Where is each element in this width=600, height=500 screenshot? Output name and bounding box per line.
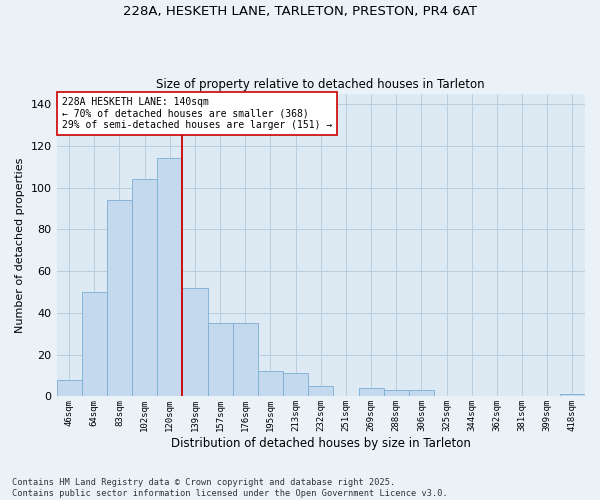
- Bar: [132, 179, 157, 396]
- Text: Contains HM Land Registry data © Crown copyright and database right 2025.
Contai: Contains HM Land Registry data © Crown c…: [12, 478, 448, 498]
- Bar: [283, 374, 308, 396]
- Bar: [233, 324, 258, 396]
- Bar: [359, 388, 383, 396]
- Text: 228A, HESKETH LANE, TARLETON, PRESTON, PR4 6AT: 228A, HESKETH LANE, TARLETON, PRESTON, P…: [123, 5, 477, 18]
- Bar: [182, 288, 208, 397]
- Bar: [157, 158, 182, 396]
- X-axis label: Distribution of detached houses by size in Tarleton: Distribution of detached houses by size …: [171, 437, 471, 450]
- Title: Size of property relative to detached houses in Tarleton: Size of property relative to detached ho…: [157, 78, 485, 91]
- Bar: [208, 324, 233, 396]
- Bar: [409, 390, 434, 396]
- Bar: [56, 380, 82, 396]
- Text: 228A HESKETH LANE: 140sqm
← 70% of detached houses are smaller (368)
29% of semi: 228A HESKETH LANE: 140sqm ← 70% of detac…: [62, 96, 332, 130]
- Bar: [383, 390, 409, 396]
- Bar: [308, 386, 334, 396]
- Bar: [560, 394, 585, 396]
- Bar: [107, 200, 132, 396]
- Bar: [258, 372, 283, 396]
- Bar: [82, 292, 107, 397]
- Y-axis label: Number of detached properties: Number of detached properties: [15, 158, 25, 332]
